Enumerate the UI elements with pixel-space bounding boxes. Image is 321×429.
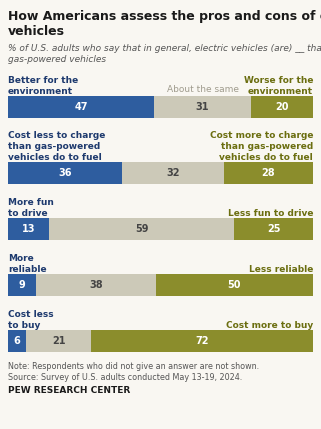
Text: How Americans assess the pros and cons of electric
vehicles: How Americans assess the pros and cons o… bbox=[8, 10, 321, 38]
Text: 9: 9 bbox=[19, 280, 26, 290]
Text: 36: 36 bbox=[58, 168, 72, 178]
Bar bbox=[36, 274, 156, 296]
Bar bbox=[122, 162, 224, 184]
Bar bbox=[8, 162, 122, 184]
Text: Worse for the
environment: Worse for the environment bbox=[244, 76, 313, 96]
Text: Less reliable: Less reliable bbox=[249, 265, 313, 274]
Text: 6: 6 bbox=[14, 336, 21, 346]
Text: % of U.S. adults who say that in general, electric vehicles (are) __ than
gas-po: % of U.S. adults who say that in general… bbox=[8, 44, 321, 64]
Text: 47: 47 bbox=[74, 102, 88, 112]
Text: 25: 25 bbox=[267, 224, 281, 234]
Text: 13: 13 bbox=[22, 224, 35, 234]
Text: 38: 38 bbox=[89, 280, 103, 290]
Bar bbox=[27, 330, 91, 352]
Bar bbox=[8, 274, 36, 296]
Bar bbox=[49, 218, 234, 240]
Text: More
reliable: More reliable bbox=[8, 254, 47, 274]
Text: 31: 31 bbox=[196, 102, 209, 112]
Text: 72: 72 bbox=[195, 336, 209, 346]
Text: PEW RESEARCH CENTER: PEW RESEARCH CENTER bbox=[8, 386, 130, 395]
Text: Cost more to charge
than gas-powered
vehicles do to fuel: Cost more to charge than gas-powered veh… bbox=[210, 131, 313, 162]
Text: Note: Respondents who did not give an answer are not shown.
Source: Survey of U.: Note: Respondents who did not give an an… bbox=[8, 362, 259, 382]
Text: 50: 50 bbox=[228, 280, 241, 290]
Bar bbox=[8, 218, 49, 240]
Bar bbox=[91, 330, 313, 352]
Text: About the same: About the same bbox=[167, 85, 239, 94]
Bar bbox=[251, 96, 313, 118]
Text: Better for the
environment: Better for the environment bbox=[8, 76, 78, 96]
Text: 21: 21 bbox=[52, 336, 65, 346]
Text: More fun
to drive: More fun to drive bbox=[8, 198, 54, 218]
Bar bbox=[154, 96, 251, 118]
Text: 59: 59 bbox=[135, 224, 148, 234]
Bar bbox=[224, 162, 313, 184]
Text: Cost less
to buy: Cost less to buy bbox=[8, 310, 54, 330]
Text: Less fun to drive: Less fun to drive bbox=[228, 209, 313, 218]
Bar bbox=[234, 218, 313, 240]
Text: 32: 32 bbox=[167, 168, 180, 178]
Text: Cost more to buy: Cost more to buy bbox=[226, 321, 313, 330]
Bar bbox=[8, 96, 154, 118]
Text: 28: 28 bbox=[262, 168, 275, 178]
Bar bbox=[8, 330, 27, 352]
Text: 20: 20 bbox=[275, 102, 289, 112]
Bar bbox=[156, 274, 313, 296]
Text: Cost less to charge
than gas-powered
vehicles do to fuel: Cost less to charge than gas-powered veh… bbox=[8, 131, 105, 162]
